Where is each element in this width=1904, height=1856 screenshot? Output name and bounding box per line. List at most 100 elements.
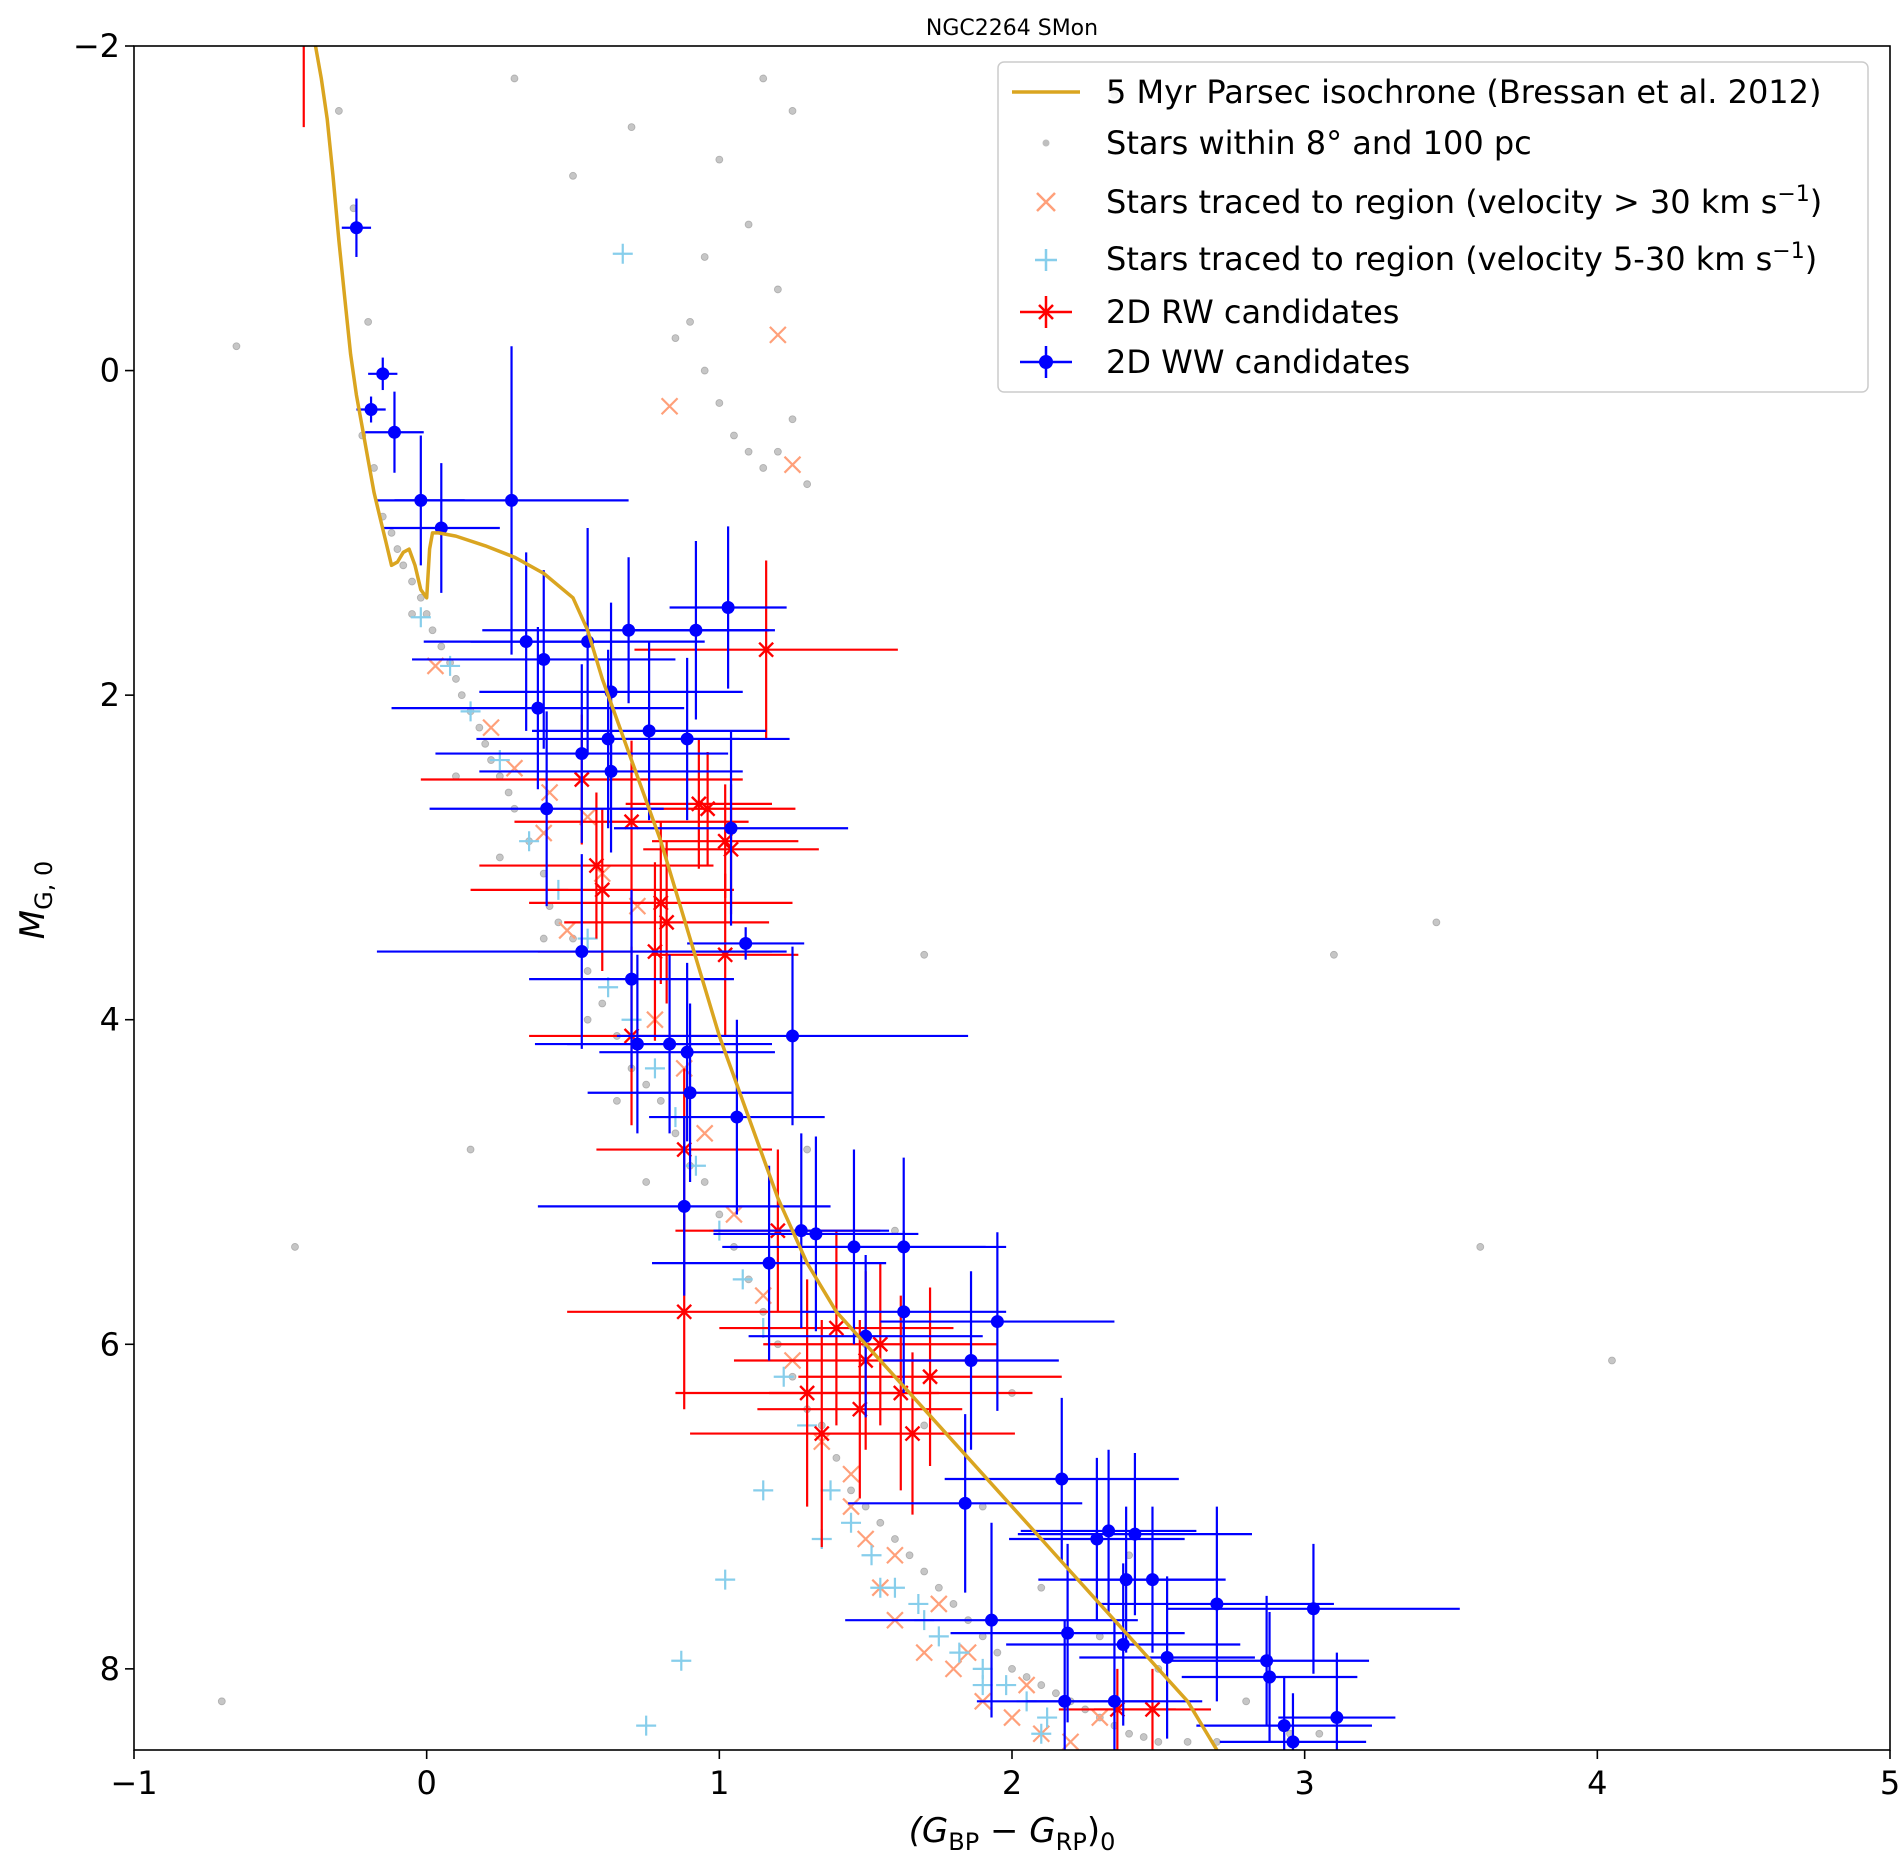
- fast-traced-star-point: [842, 1465, 860, 1483]
- fast-traced-star-point: [482, 718, 500, 737]
- fast-traced-star-point: [1017, 1676, 1036, 1694]
- ww-candidate-point: [669, 526, 787, 689]
- slow-traced-star-point: [644, 1058, 665, 1079]
- background-star-point: [437, 642, 446, 651]
- rw-candidate-point: [810, 1352, 1015, 1515]
- background-star-point: [876, 1518, 885, 1527]
- ww-candidate-point: [537, 1117, 831, 1296]
- ww-candidate-point: [382, 463, 500, 593]
- ww-candidate-point: [613, 730, 849, 926]
- x-tick-label: −1: [110, 1764, 157, 1802]
- background-star-point: [1022, 1673, 1031, 1681]
- background-star-point: [387, 528, 396, 537]
- background-star-point: [291, 1243, 299, 1251]
- slow-traced-star-point: [928, 1626, 949, 1647]
- background-star-point: [583, 967, 592, 975]
- background-star-point: [232, 342, 241, 351]
- background-star-point: [452, 675, 460, 683]
- background-star-point: [642, 1178, 651, 1186]
- rw-candidate-point: [757, 1319, 963, 1499]
- ww-candidate-point: [584, 657, 790, 821]
- fast-traced-star-point: [915, 1643, 933, 1662]
- ww-candidate-point: [1164, 1595, 1370, 1726]
- slow-traced-star-point: [841, 1512, 862, 1533]
- ww-candidate-point: [394, 346, 629, 655]
- fast-traced-star-point: [842, 1497, 860, 1516]
- background-star-point: [773, 285, 782, 294]
- background-star-point: [393, 545, 402, 553]
- legend-entry-rw-candidates: 2D RW candidates: [1020, 293, 1399, 331]
- ww-candidate-point: [479, 690, 743, 853]
- ww-candidate-point: [687, 927, 805, 960]
- y-axis-label: MG, 0: [13, 861, 58, 939]
- background-star-point: [1139, 1733, 1148, 1741]
- y-tick-label: −2: [73, 27, 120, 65]
- slow-traced-star-point: [685, 1155, 706, 1176]
- fast-traced-star-point: [558, 921, 576, 940]
- background-star-point: [364, 317, 373, 326]
- legend-label-slow-traced: Stars traced to region (velocity 5-30 km…: [1106, 239, 1817, 278]
- ww-candidate-point: [365, 391, 424, 473]
- ww-candidate-point: [529, 889, 734, 1069]
- plot-area: [217, 46, 1616, 1750]
- x-tick-label: 4: [1587, 1764, 1607, 1802]
- background-star-point: [495, 853, 504, 862]
- fast-traced-star-point: [505, 759, 524, 777]
- legend-entry-fast-traced: Stars traced to region (velocity > 30 km…: [1036, 182, 1822, 221]
- ww-candidate-point: [883, 1271, 1059, 1450]
- rw-candidate-point: [798, 1287, 1062, 1466]
- ww-candidate-point: [1099, 1506, 1334, 1702]
- fast-traced-star-point: [540, 783, 559, 802]
- ww-candidate-point: [1278, 1652, 1396, 1750]
- background-star-point: [1183, 1737, 1192, 1746]
- fast-traced-star-point: [1091, 1708, 1109, 1727]
- ww-candidate-point: [622, 540, 770, 720]
- background-star-point: [1052, 1689, 1060, 1698]
- legend-filled-dot-icon: [1039, 355, 1053, 369]
- background-star-point: [457, 691, 466, 700]
- y-tick-label: 0: [100, 352, 120, 390]
- legend-entry-background-stars: Stars within 8° and 100 pc: [1042, 124, 1532, 162]
- background-star-point: [466, 1145, 475, 1154]
- legend-entry-ww-candidates: 2D WW candidates: [1020, 343, 1410, 381]
- background-star-point: [671, 1129, 680, 1138]
- background-star-point: [803, 1145, 812, 1154]
- slow-traced-star-point: [972, 1675, 993, 1696]
- slow-traced-star-point: [773, 1366, 794, 1387]
- legend-entry-slow-traced: Stars traced to region (velocity 5-30 km…: [1035, 239, 1817, 278]
- rw-candidate-point: [634, 560, 898, 739]
- x-tick-label: 2: [1002, 1764, 1022, 1802]
- ww-candidate-point: [616, 946, 969, 1126]
- ww-candidate-point: [368, 357, 398, 391]
- ww-candidate-point: [649, 1019, 825, 1215]
- background-star-point: [399, 561, 408, 570]
- fast-traced-star-point: [534, 824, 553, 842]
- isochrone-layer: [313, 46, 1219, 1750]
- slow-traced-star-point: [996, 1675, 1017, 1696]
- background-star-point: [759, 74, 768, 83]
- rw-candidate-point: [514, 740, 749, 903]
- ww-candidate-point: [1181, 1612, 1358, 1742]
- fast-traced-star-point: [769, 326, 787, 344]
- background-star-point: [759, 464, 768, 472]
- ww-candidate-point: [412, 570, 676, 749]
- slow-traced-star-point: [861, 1545, 882, 1566]
- background-star-point: [642, 1080, 651, 1089]
- legend-x-icon: [1036, 192, 1056, 212]
- background-star-point: [1330, 950, 1338, 959]
- background-star-point: [920, 950, 929, 959]
- background-star-point: [408, 577, 416, 586]
- rw-candidate-point: [652, 873, 799, 1036]
- legend-box: [997, 61, 1869, 393]
- legend-star-icon: [1038, 304, 1054, 320]
- background-star-point: [788, 107, 797, 115]
- background-star-point: [217, 1697, 226, 1706]
- background-star-point: [1125, 1729, 1133, 1738]
- x-tick-label: 3: [1294, 1764, 1314, 1802]
- ww-candidate-point: [713, 1133, 890, 1329]
- isochrone-line: [313, 46, 1219, 1750]
- background-star-point: [1037, 1681, 1046, 1689]
- background-star-point: [481, 739, 490, 748]
- background-star-point: [920, 1567, 929, 1576]
- fast-traced-star-point: [426, 657, 445, 675]
